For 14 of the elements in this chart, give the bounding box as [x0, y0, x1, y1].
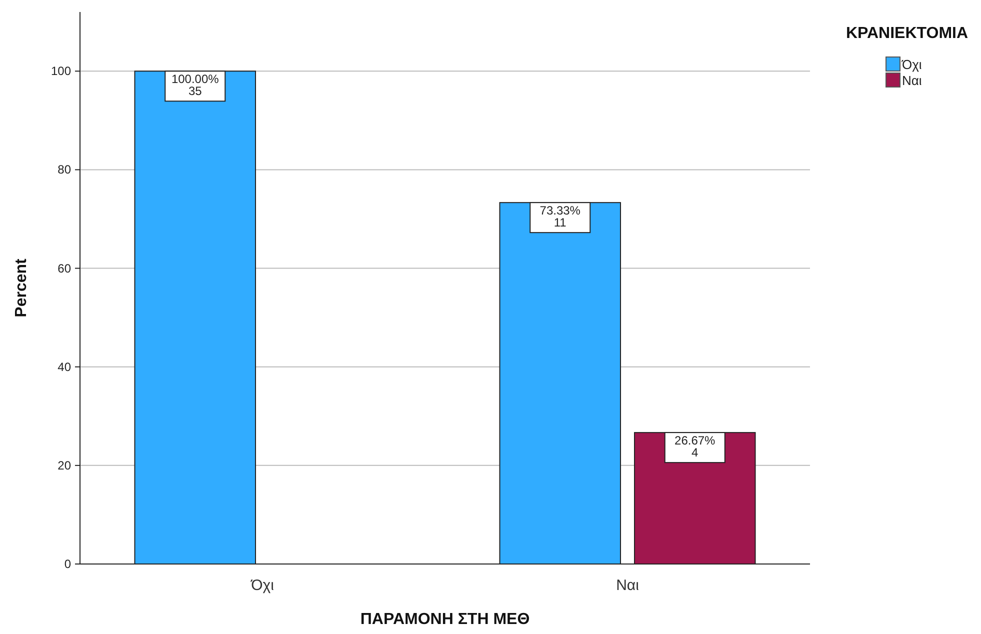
y-axis-title: Percent [13, 258, 30, 318]
data-label: 100.00% 35 [171, 72, 220, 98]
legend-label: Ναι [902, 73, 922, 88]
y-tick-label: 0 [64, 557, 72, 571]
x-axis-title: ΠΑΡΑΜΟΝΗ ΣΤΗ ΜΕΘ [360, 611, 530, 628]
data-label: 26.67% 4 [674, 434, 716, 460]
y-tick-label: 100 [50, 64, 72, 78]
y-tick-label: 60 [58, 261, 72, 276]
data-label: 73.33% 11 [540, 204, 581, 230]
y-tick-label: 40 [58, 360, 72, 374]
y-tick-label: 80 [58, 162, 72, 177]
y-tick-label: 20 [58, 458, 72, 472]
legend-label: Όχι [901, 57, 922, 72]
legend-title: ΚΡΑΝΙΕΚΤΟΜΙΑ [846, 25, 968, 42]
